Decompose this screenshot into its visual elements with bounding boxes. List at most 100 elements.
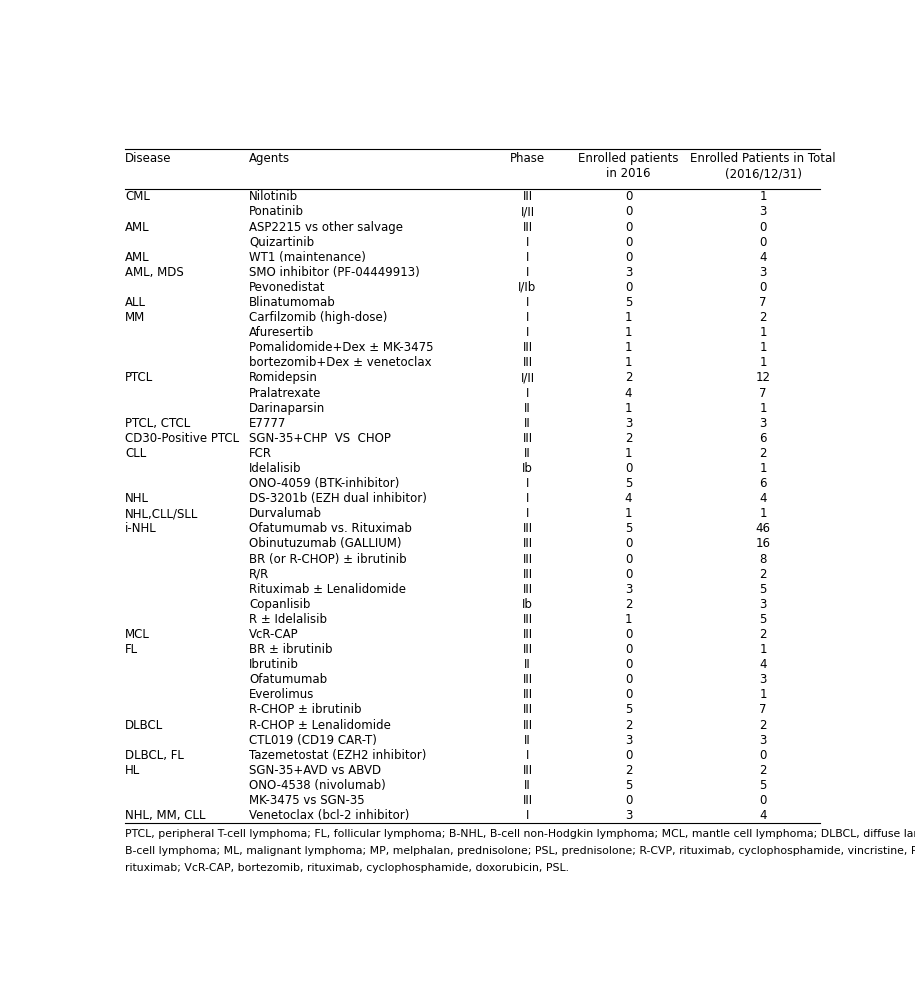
Text: 0: 0 <box>759 281 767 294</box>
Text: III: III <box>522 537 533 550</box>
Text: 0: 0 <box>625 205 632 218</box>
Text: 2: 2 <box>759 719 767 732</box>
Text: Ofatumumab vs. Rituximab: Ofatumumab vs. Rituximab <box>249 522 412 535</box>
Text: 3: 3 <box>759 205 767 218</box>
Text: III: III <box>522 719 533 732</box>
Text: 5: 5 <box>625 296 632 309</box>
Text: 1: 1 <box>625 311 632 324</box>
Text: Ofatumumab: Ofatumumab <box>249 673 328 686</box>
Text: 1: 1 <box>759 507 767 520</box>
Text: Pevonedistat: Pevonedistat <box>249 281 326 294</box>
Text: 0: 0 <box>759 794 767 807</box>
Text: 2: 2 <box>625 764 632 777</box>
Text: 0: 0 <box>625 537 632 550</box>
Text: ONO-4059 (BTK-inhibitor): ONO-4059 (BTK-inhibitor) <box>249 477 400 490</box>
Text: II: II <box>524 779 531 792</box>
Text: 5: 5 <box>759 583 767 596</box>
Text: I: I <box>526 266 529 279</box>
Text: 2: 2 <box>759 568 767 581</box>
Text: Everolimus: Everolimus <box>249 688 315 701</box>
Text: Pomalidomide+Dex ± MK-3475: Pomalidomide+Dex ± MK-3475 <box>249 341 434 354</box>
Text: 0: 0 <box>625 251 632 264</box>
Text: 4: 4 <box>759 251 767 264</box>
Text: 5: 5 <box>759 779 767 792</box>
Text: R-CHOP ± ibrutinib: R-CHOP ± ibrutinib <box>249 703 361 716</box>
Text: 4: 4 <box>625 387 632 400</box>
Text: 1: 1 <box>759 356 767 369</box>
Text: 2: 2 <box>759 311 767 324</box>
Text: 46: 46 <box>756 522 770 535</box>
Text: NHL,CLL/SLL: NHL,CLL/SLL <box>125 507 199 520</box>
Text: III: III <box>522 341 533 354</box>
Text: 7: 7 <box>759 703 767 716</box>
Text: 1: 1 <box>759 462 767 475</box>
Text: Nilotinib: Nilotinib <box>249 190 298 203</box>
Text: I: I <box>526 809 529 822</box>
Text: 4: 4 <box>759 809 767 822</box>
Text: 0: 0 <box>625 673 632 686</box>
Text: III: III <box>522 190 533 203</box>
Text: 1: 1 <box>759 341 767 354</box>
Text: Ibrutinib: Ibrutinib <box>249 658 299 671</box>
Text: 6: 6 <box>759 477 767 490</box>
Text: 7: 7 <box>759 296 767 309</box>
Text: Darinaparsin: Darinaparsin <box>249 402 326 415</box>
Text: 2: 2 <box>625 432 632 445</box>
Text: DS-3201b (EZH dual inhibitor): DS-3201b (EZH dual inhibitor) <box>249 492 427 505</box>
Text: Ponatinib: Ponatinib <box>249 205 304 218</box>
Text: 1: 1 <box>759 190 767 203</box>
Text: Carfilzomib (high-dose): Carfilzomib (high-dose) <box>249 311 387 324</box>
Text: Idelalisib: Idelalisib <box>249 462 302 475</box>
Text: Afuresertib: Afuresertib <box>249 326 315 339</box>
Text: III: III <box>522 583 533 596</box>
Text: 3: 3 <box>625 417 632 430</box>
Text: SGN-35+CHP  VS  CHOP: SGN-35+CHP VS CHOP <box>249 432 391 445</box>
Text: Phase: Phase <box>510 152 545 165</box>
Text: 1: 1 <box>625 356 632 369</box>
Text: Venetoclax (bcl-2 inhibitor): Venetoclax (bcl-2 inhibitor) <box>249 809 410 822</box>
Text: 0: 0 <box>625 190 632 203</box>
Text: II: II <box>524 417 531 430</box>
Text: 5: 5 <box>625 477 632 490</box>
Text: CLL: CLL <box>125 447 146 460</box>
Text: 7: 7 <box>759 387 767 400</box>
Text: I: I <box>526 507 529 520</box>
Text: 0: 0 <box>625 553 632 566</box>
Text: 3: 3 <box>759 598 767 611</box>
Text: III: III <box>522 794 533 807</box>
Text: 2: 2 <box>625 719 632 732</box>
Text: 3: 3 <box>625 583 632 596</box>
Text: SMO inhibitor (PF-04449913): SMO inhibitor (PF-04449913) <box>249 266 420 279</box>
Text: Ib: Ib <box>522 462 533 475</box>
Text: 3: 3 <box>625 809 632 822</box>
Text: 0: 0 <box>759 749 767 762</box>
Text: Quizartinib: Quizartinib <box>249 236 314 249</box>
Text: 1: 1 <box>625 613 632 626</box>
Text: PTCL, CTCL: PTCL, CTCL <box>125 417 190 430</box>
Text: 3: 3 <box>759 266 767 279</box>
Text: MK-3475 vs SGN-35: MK-3475 vs SGN-35 <box>249 794 365 807</box>
Text: 3: 3 <box>759 417 767 430</box>
Text: 1: 1 <box>625 341 632 354</box>
Text: Romidepsin: Romidepsin <box>249 371 318 384</box>
Text: Ib: Ib <box>522 598 533 611</box>
Text: 1: 1 <box>759 402 767 415</box>
Text: FCR: FCR <box>249 447 272 460</box>
Text: DLBCL: DLBCL <box>125 719 163 732</box>
Text: 6: 6 <box>759 432 767 445</box>
Text: MM: MM <box>125 311 145 324</box>
Text: 5: 5 <box>625 522 632 535</box>
Text: 3: 3 <box>625 734 632 747</box>
Text: 2: 2 <box>759 764 767 777</box>
Text: 3: 3 <box>625 266 632 279</box>
Text: CTL019 (CD19 CAR-T): CTL019 (CD19 CAR-T) <box>249 734 377 747</box>
Text: Tazemetostat (EZH2 inhibitor): Tazemetostat (EZH2 inhibitor) <box>249 749 426 762</box>
Text: 0: 0 <box>625 628 632 641</box>
Text: I: I <box>526 296 529 309</box>
Text: 1: 1 <box>759 688 767 701</box>
Text: III: III <box>522 703 533 716</box>
Text: HL: HL <box>125 764 140 777</box>
Text: VcR-CAP: VcR-CAP <box>249 628 298 641</box>
Text: III: III <box>522 432 533 445</box>
Text: 0: 0 <box>759 236 767 249</box>
